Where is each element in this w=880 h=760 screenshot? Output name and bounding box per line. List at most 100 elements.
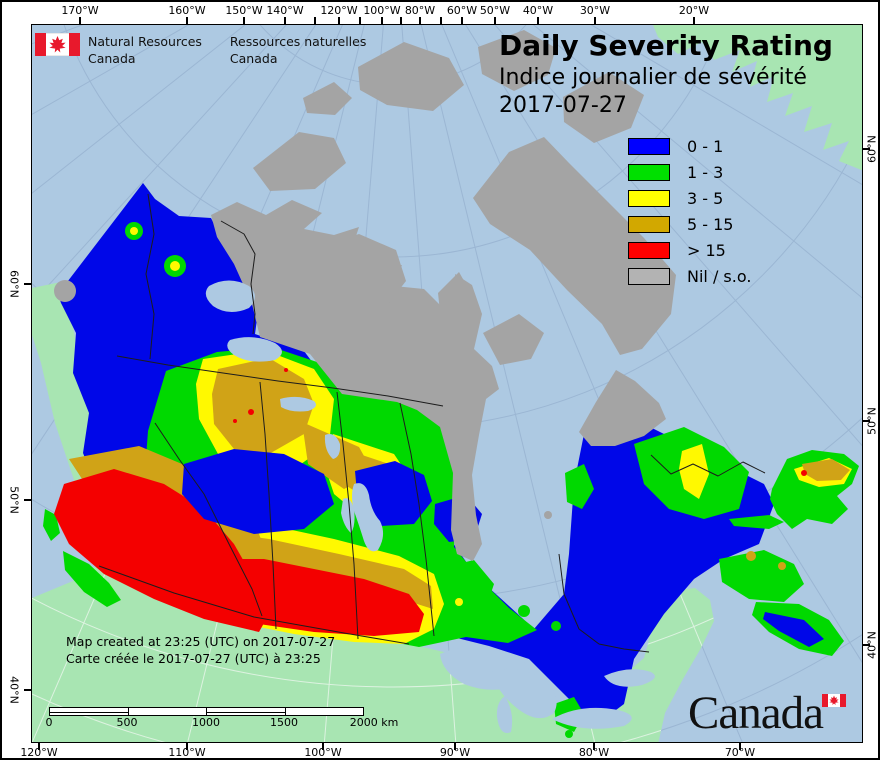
agency-en-line1: Natural Resources bbox=[88, 34, 202, 49]
scale-segment bbox=[50, 708, 128, 715]
coordinate-label: 110°W bbox=[168, 746, 206, 759]
coordinate-label: 120°W bbox=[20, 746, 58, 759]
legend-label: 0 - 1 bbox=[687, 136, 724, 156]
province-borders bbox=[98, 193, 766, 653]
coordinate-label: 160°W bbox=[168, 4, 206, 17]
creation-note-en: Map created at 23:25 (UTC) on 2017-07-27 bbox=[66, 634, 336, 649]
severity-map-svg bbox=[32, 25, 862, 742]
map-title-en: Daily Severity Rating bbox=[499, 29, 833, 62]
agency-name-fr: Ressources naturelles Canada bbox=[230, 33, 366, 67]
coordinate-label: 80°W bbox=[578, 746, 610, 759]
graticule-tick bbox=[338, 17, 340, 24]
coordinate-label: 60°N bbox=[7, 270, 21, 298]
legend-label: 5 - 15 bbox=[687, 214, 734, 234]
map-title-fr: Indice journalier de sévérité bbox=[499, 65, 807, 90]
legend-item: > 15 bbox=[628, 237, 751, 263]
legend-item: 5 - 15 bbox=[628, 211, 751, 237]
coordinate-label: 40°N bbox=[7, 676, 21, 704]
graticule-tick bbox=[454, 743, 456, 750]
graticule-tick bbox=[38, 743, 40, 750]
scale-bar-label: 2000 km bbox=[349, 716, 399, 729]
creation-note: Map created at 23:25 (UTC) on 2017-07-27… bbox=[66, 633, 335, 667]
greenland-land bbox=[653, 25, 862, 171]
legend-swatch bbox=[628, 137, 670, 155]
legend-label: Nil / s.o. bbox=[687, 266, 752, 286]
scale-segment bbox=[284, 708, 364, 715]
coordinate-label: 50°W bbox=[479, 4, 511, 17]
dsr-red-regions bbox=[54, 368, 807, 636]
legend-label: 1 - 3 bbox=[687, 162, 724, 182]
legend-item: Nil / s.o. bbox=[628, 263, 751, 289]
legend-swatch bbox=[628, 241, 670, 259]
coordinate-label: 40°W bbox=[522, 4, 554, 17]
coordinate-label: 120°W bbox=[320, 4, 358, 17]
legend-swatch bbox=[628, 215, 670, 233]
legend-swatch bbox=[628, 163, 670, 181]
canada-flag-icon bbox=[35, 33, 80, 56]
graticule-tick bbox=[186, 743, 188, 750]
wordmark-flag-icon bbox=[822, 694, 846, 707]
agency-name-en: Natural Resources Canada bbox=[88, 33, 202, 67]
scale-bar-label: 1500 bbox=[270, 716, 298, 729]
graticule-tick bbox=[24, 499, 31, 501]
graticule-tick bbox=[419, 17, 421, 24]
coordinate-label: 70°W bbox=[724, 746, 756, 759]
map-canvas bbox=[31, 24, 863, 743]
scale-bar-label: 1000 bbox=[192, 716, 220, 729]
coordinate-label: 90°W bbox=[439, 746, 471, 759]
graticule-tick bbox=[186, 17, 188, 24]
graticule-tick bbox=[440, 17, 442, 24]
creation-note-fr: Carte créée le 2017-07-27 (UTC) à 23:25 bbox=[66, 651, 321, 666]
agency-fr-line1: Ressources naturelles bbox=[229, 34, 367, 49]
coordinate-label: 30°W bbox=[579, 4, 611, 17]
legend-label: 3 - 5 bbox=[687, 188, 724, 208]
legend-swatch bbox=[628, 189, 670, 207]
graticule-tick bbox=[594, 17, 596, 24]
graticule-tick bbox=[461, 17, 463, 24]
coordinate-label: 170°W bbox=[61, 4, 99, 17]
government-signature: Natural Resources Canada Ressources natu… bbox=[35, 33, 366, 67]
agency-fr-line2: Canada bbox=[229, 51, 278, 66]
scale-segment bbox=[206, 708, 285, 715]
legend-label: > 15 bbox=[687, 240, 726, 260]
graticule-tick bbox=[314, 17, 316, 24]
nil-data-regions bbox=[54, 30, 676, 561]
graticule-tick bbox=[739, 743, 741, 750]
graticule-tick bbox=[243, 17, 245, 24]
graticule-tick bbox=[79, 17, 81, 24]
graticule-tick bbox=[284, 17, 286, 24]
legend-item: 3 - 5 bbox=[628, 185, 751, 211]
scale-bar bbox=[49, 707, 364, 716]
coordinate-label: 140°W bbox=[266, 4, 304, 17]
scale-bar-label: 0 bbox=[45, 716, 53, 729]
graticule-tick bbox=[863, 148, 870, 150]
graticule-tick bbox=[537, 17, 539, 24]
graticule-tick bbox=[400, 17, 402, 24]
map-date: 2017-07-27 bbox=[499, 93, 627, 118]
map-title-block: Daily Severity Rating Indice journalier … bbox=[499, 29, 833, 118]
graticule-tick bbox=[359, 17, 361, 24]
coordinate-label: 60°W bbox=[446, 4, 478, 17]
coordinate-label: 100°W bbox=[363, 4, 401, 17]
legend: 0 - 1 1 - 3 3 - 5 5 - 15 > 15 Nil / s.o. bbox=[628, 133, 751, 289]
graticule-tick bbox=[593, 743, 595, 750]
coordinate-label: 100°W bbox=[304, 746, 342, 759]
graticule-tick bbox=[24, 689, 31, 691]
agency-en-line2: Canada bbox=[88, 51, 136, 66]
graticule-tick bbox=[381, 17, 383, 24]
graticule-tick bbox=[494, 17, 496, 24]
canada-wordmark: Canada bbox=[688, 687, 824, 739]
coordinate-label: 50°N bbox=[7, 486, 21, 514]
legend-swatch bbox=[628, 267, 670, 285]
coordinate-label: 150°W bbox=[225, 4, 263, 17]
graticule-tick bbox=[693, 17, 695, 24]
graticule-tick bbox=[863, 420, 870, 422]
legend-item: 1 - 3 bbox=[628, 159, 751, 185]
graticule-tick bbox=[322, 743, 324, 750]
legend-item: 0 - 1 bbox=[628, 133, 751, 159]
graticule-tick bbox=[24, 283, 31, 285]
coordinate-label: 20°W bbox=[678, 4, 710, 17]
graticule-tick bbox=[863, 644, 870, 646]
scale-segment bbox=[127, 708, 207, 715]
